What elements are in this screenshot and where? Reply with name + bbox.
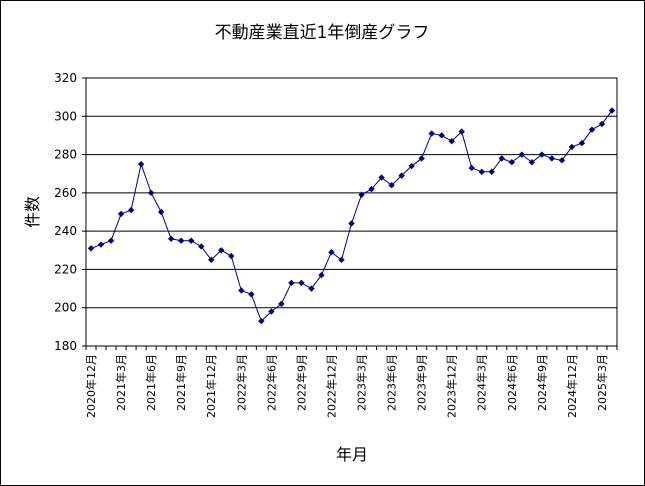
data-point [568, 143, 576, 151]
data-point [598, 120, 606, 128]
x-tick-label: 2021年6月 [144, 354, 158, 411]
x-tick-label: 2022年3月 [234, 354, 248, 411]
data-point [117, 210, 125, 218]
data-point [438, 132, 445, 139]
data-point [318, 271, 325, 279]
data-point [348, 220, 355, 227]
x-tick-label: 2023年9月 [415, 354, 429, 411]
data-point [408, 162, 415, 170]
y-tick-label: 280 [54, 148, 77, 162]
y-tick-label: 220 [54, 262, 77, 276]
data-point [298, 279, 305, 287]
data-point [228, 252, 235, 260]
data-point [468, 164, 475, 172]
x-tick-label: 2022年6月 [264, 354, 278, 411]
x-axis-ticks: 2020年12月 2021年3月 2021年6月 2021年9月 2021年12月 202… [84, 346, 618, 418]
data-point [478, 168, 485, 175]
data-point [388, 182, 395, 189]
x-tick-label: 2023年3月 [355, 354, 369, 411]
data-point [428, 130, 435, 137]
data-point [378, 174, 385, 181]
y-tick-label: 180 [54, 339, 77, 353]
data-point [518, 151, 526, 158]
data-point [488, 168, 495, 175]
x-tick-label: 2024年6月 [505, 354, 519, 411]
data-point [418, 155, 425, 162]
chart-title: 不動産業直近1年倒産グラフ [215, 23, 430, 43]
x-tick-label: 2021年3月 [114, 354, 128, 411]
data-point [558, 157, 566, 164]
x-axis-label: 年月 [336, 445, 368, 464]
data-point [218, 247, 225, 254]
data-point [248, 291, 255, 298]
data-point [498, 155, 505, 162]
x-tick-label: 2024年3月 [475, 354, 489, 411]
data-point [127, 206, 135, 214]
y-tick-label: 320 [54, 71, 77, 85]
plot-area [85, 77, 618, 347]
data-point [338, 256, 345, 264]
data-point [308, 285, 315, 292]
data-point [528, 159, 536, 166]
data-point [328, 249, 335, 256]
x-tick-label: 2024年12月 [565, 354, 579, 418]
x-tick-label: 2022年12月 [324, 354, 338, 418]
data-point [358, 191, 365, 198]
data-point [198, 243, 205, 250]
x-tick-label: 2021年9月 [174, 354, 188, 411]
y-tick-label: 200 [54, 301, 77, 315]
x-tick-label: 2023年6月 [385, 354, 399, 411]
data-point [187, 237, 195, 244]
data-point [578, 139, 586, 147]
data-point [97, 241, 105, 248]
x-tick-label: 2024年9月 [535, 354, 549, 411]
data-point [368, 185, 375, 193]
data-point [167, 235, 175, 242]
data-point [238, 287, 245, 294]
x-tick-label: 2025年3月 [595, 354, 609, 411]
data-point [278, 300, 285, 308]
data-point [107, 237, 115, 244]
x-tick-label: 2023年12月 [445, 354, 459, 418]
data-point [458, 128, 465, 135]
data-point [398, 172, 405, 179]
data-point [147, 189, 155, 197]
series [87, 107, 616, 325]
y-tick-label: 300 [54, 109, 77, 123]
data-point [157, 208, 165, 216]
data-point [448, 137, 455, 145]
data-point [548, 155, 556, 162]
data-point [208, 256, 215, 264]
data-point [538, 151, 546, 158]
data-point [137, 160, 145, 168]
y-axis-label: 件数 [23, 196, 42, 228]
data-point [258, 317, 265, 325]
y-tick-label: 260 [54, 186, 77, 200]
y-axis-ticks: 180 200 220 240 260 280 300 320 [54, 71, 86, 353]
x-tick-label: 2020年12月 [84, 354, 98, 418]
data-point [608, 107, 616, 114]
grid [86, 115, 617, 309]
data-point [268, 308, 275, 315]
y-tick-label: 240 [54, 224, 77, 238]
x-tick-label: 2022年9月 [294, 354, 308, 411]
data-point [177, 237, 185, 244]
data-point [87, 245, 95, 252]
series-line [90, 110, 613, 322]
data-point [508, 159, 516, 166]
data-point [288, 279, 295, 287]
data-point [588, 126, 596, 133]
x-tick-label: 2021年12月 [204, 354, 218, 418]
